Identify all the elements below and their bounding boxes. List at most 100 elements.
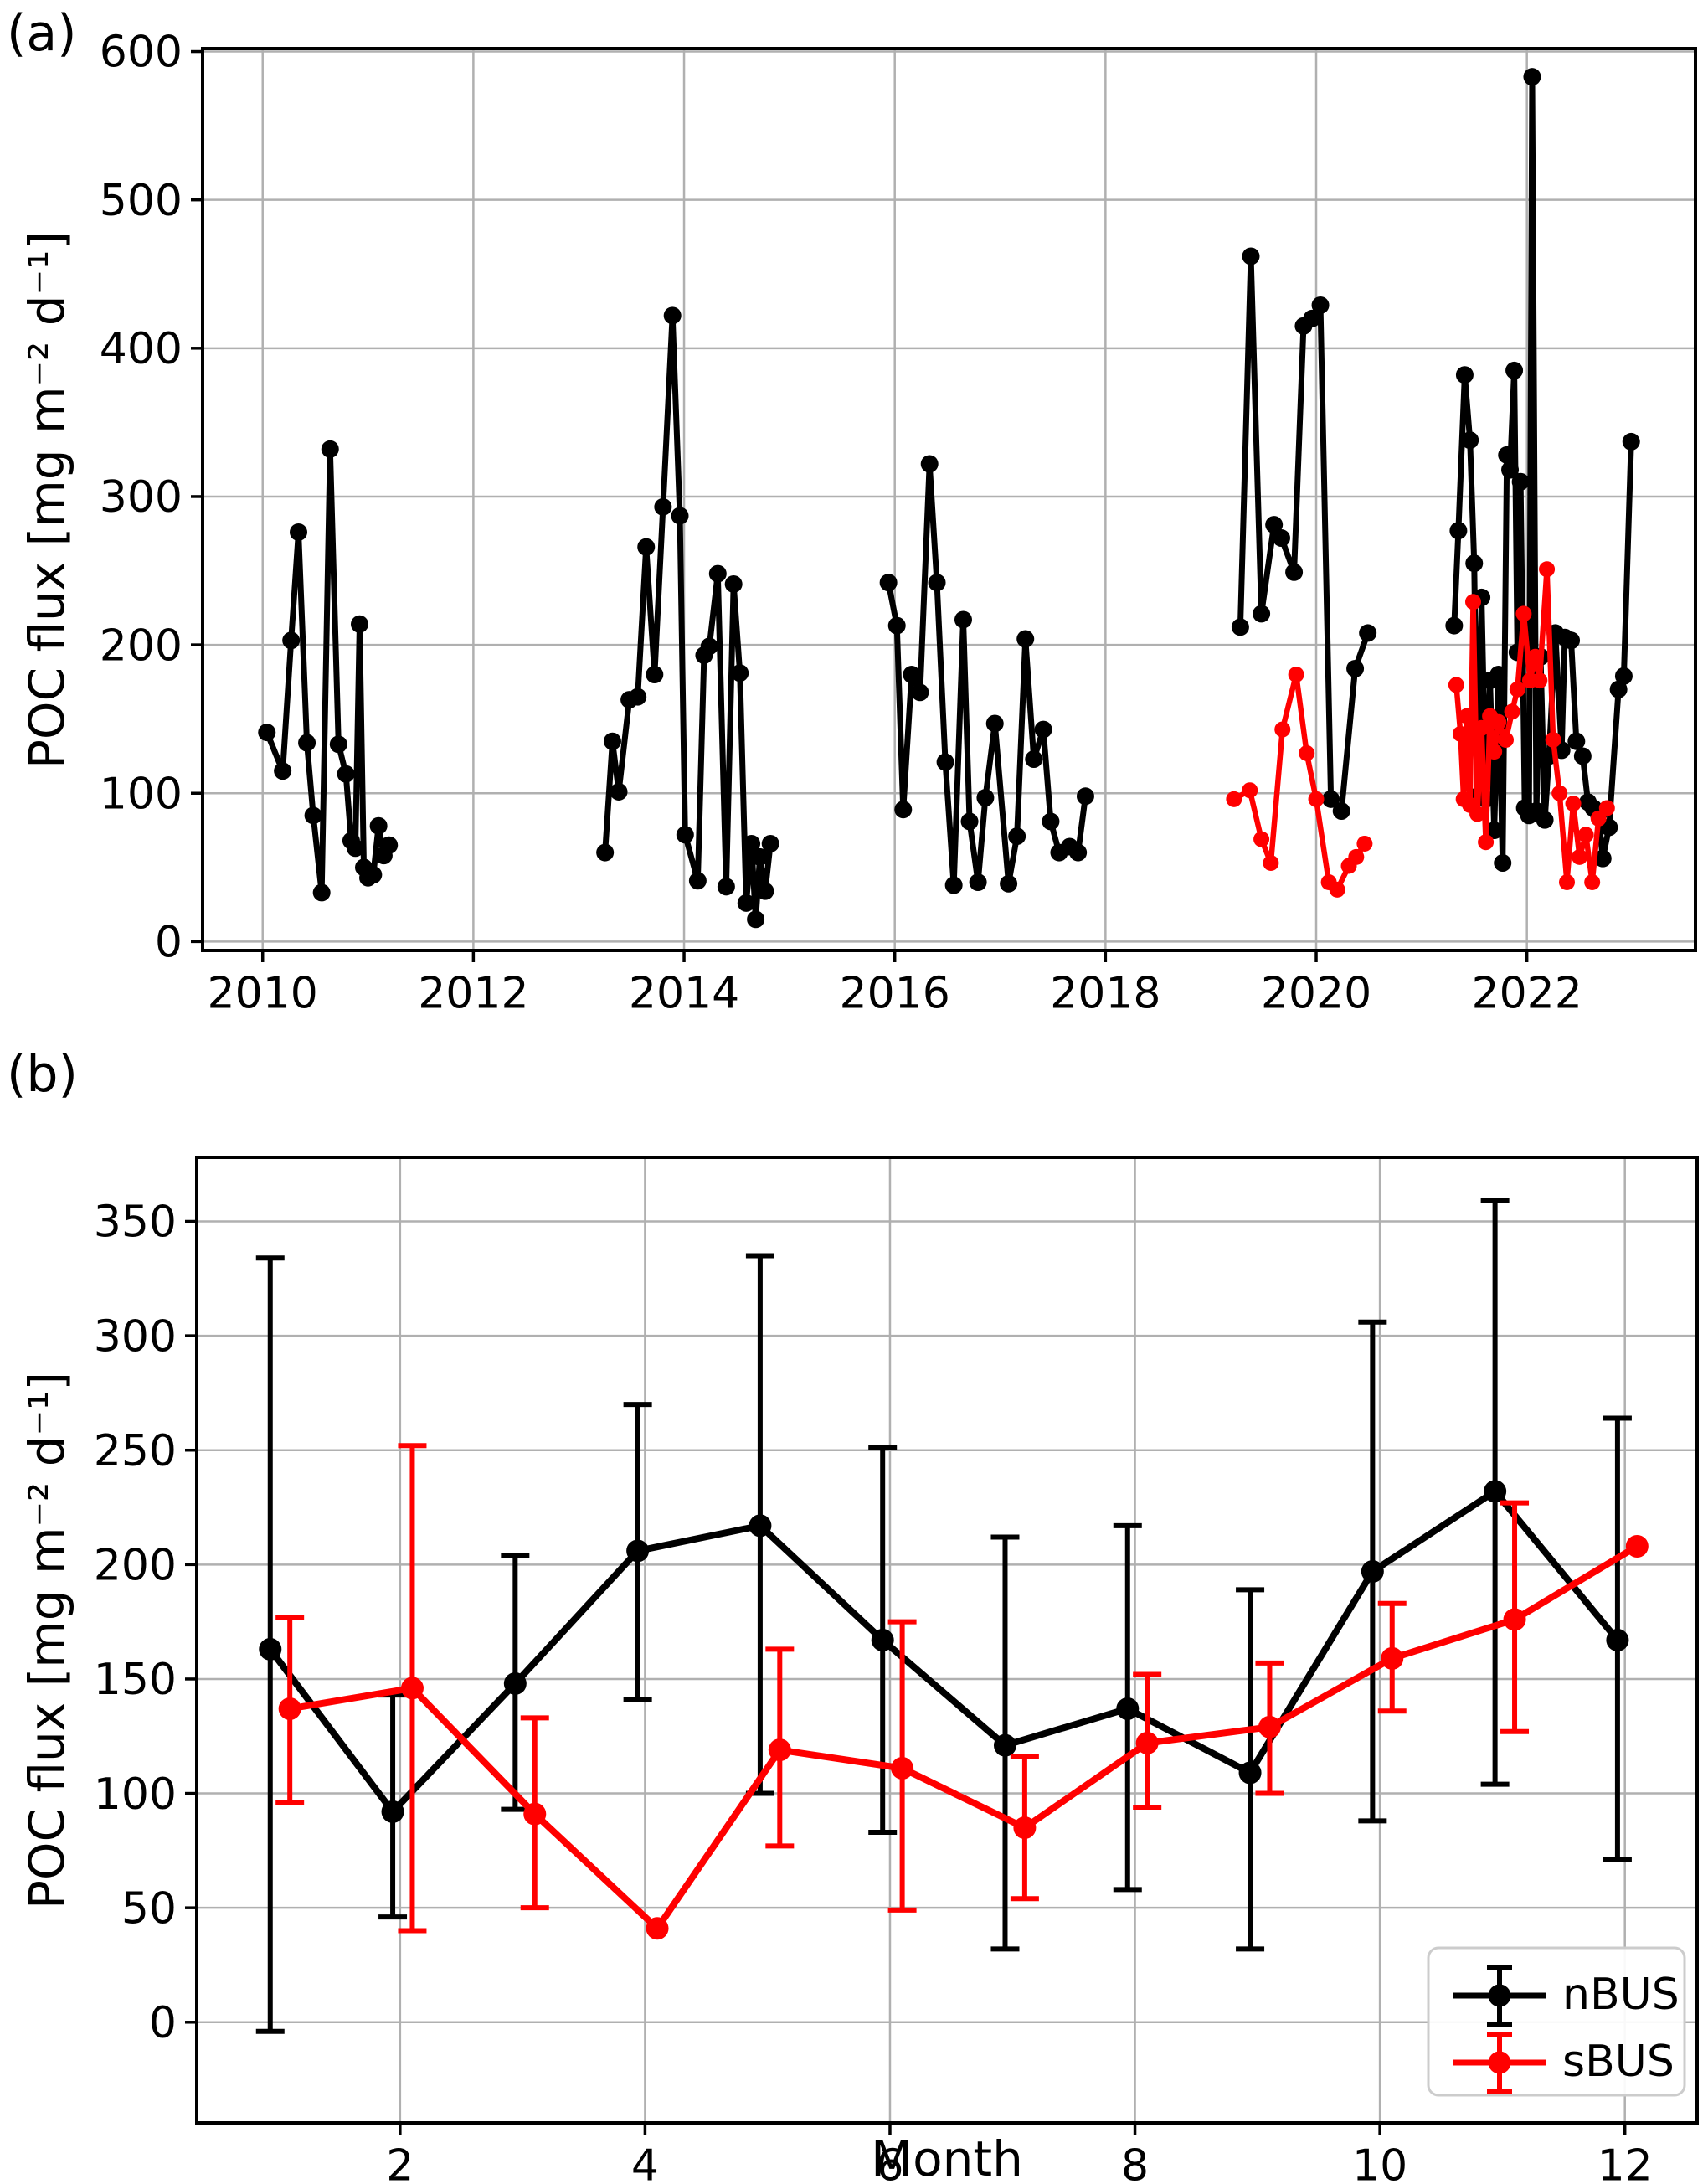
sbus-marker <box>1504 703 1520 720</box>
legend-label-sbus: sBUS <box>1562 2037 1675 2087</box>
nbus-marker <box>1016 630 1035 648</box>
nbus-marker <box>887 616 906 635</box>
nbus-marker <box>1285 563 1304 581</box>
nbus-marker <box>1265 516 1284 534</box>
nbus-marker <box>737 894 755 912</box>
sbus-marker <box>1226 791 1242 807</box>
sbus-marker <box>278 1697 301 1720</box>
nbus-marker <box>1505 361 1524 379</box>
sbus-marker <box>1448 677 1464 693</box>
nbus-marker <box>1484 1480 1507 1503</box>
nbus-marker <box>626 1539 650 1563</box>
nbus-marker <box>1034 720 1052 739</box>
tick-label: 2010 <box>208 969 318 1019</box>
nbus-marker <box>329 735 347 754</box>
legend-marker <box>1488 1984 1511 2007</box>
nbus-marker <box>1303 309 1321 327</box>
nbus-marker <box>954 610 972 629</box>
sbus-marker <box>1509 681 1525 698</box>
nbus-marker <box>1025 749 1043 768</box>
sbus-marker <box>1013 1816 1037 1840</box>
nbus-marker <box>1614 667 1633 685</box>
panel-b-xlabel: Month <box>871 2130 1023 2184</box>
nbus-marker <box>1449 522 1468 540</box>
nbus-marker <box>700 637 718 656</box>
tick-label: 0 <box>155 918 183 968</box>
nbus-marker <box>312 883 331 902</box>
legend-marker <box>1488 2051 1511 2074</box>
panel-b-ticks: 0 50 100 150 200 250 300 350 2 4 6 8 10 12 <box>94 1198 1653 2184</box>
nbus-marker <box>603 732 621 750</box>
nbus-marker <box>646 666 664 684</box>
nbus-marker <box>1573 747 1592 765</box>
nbus-marker <box>1242 247 1260 265</box>
nbus-marker <box>1567 732 1586 750</box>
tick-label: 2022 <box>1472 969 1582 1019</box>
nbus-marker <box>1461 431 1479 450</box>
tick-label: 350 <box>94 1198 177 1248</box>
panel-a-ticks: 0 100 200 300 400 500 600 2010 2012 2014 2016 2018 2… <box>100 28 1582 1019</box>
nbus-marker <box>1465 554 1484 573</box>
nbus-marker <box>282 631 301 650</box>
nbus-marker <box>321 440 339 458</box>
nbus-marker <box>1311 296 1330 314</box>
sbus-marker <box>1503 1608 1526 1631</box>
sbus-marker <box>1498 731 1515 748</box>
nbus-marker <box>743 834 761 852</box>
sbus-marker <box>1539 561 1556 578</box>
nbus-marker <box>1593 849 1612 868</box>
sbus-marker <box>1572 848 1588 865</box>
nbus-marker <box>724 574 743 593</box>
tick-label: 300 <box>100 472 183 523</box>
nbus-marker <box>717 878 735 896</box>
legend-errorbar-icon-nbus <box>1453 1965 1546 2027</box>
sbus-marker <box>1577 827 1594 843</box>
nbus-marker <box>1361 1560 1384 1584</box>
nbus-marker <box>1238 1761 1262 1785</box>
nbus-marker <box>1332 801 1350 820</box>
sbus-marker <box>1486 744 1503 760</box>
sbus-marker <box>1458 708 1475 724</box>
nbus-marker <box>993 1733 1016 1757</box>
nbus-marker <box>749 1514 772 1538</box>
sbus-marker <box>1558 874 1575 891</box>
tick-label: 2012 <box>418 969 528 1019</box>
nbus-marker <box>756 882 774 900</box>
nbus-marker <box>1511 472 1530 491</box>
sbus-marker <box>400 1677 424 1700</box>
tick-label: 500 <box>100 176 183 226</box>
sbus-marker <box>1452 725 1469 742</box>
nbus-marker <box>976 789 995 807</box>
sbus-marker <box>1242 782 1258 799</box>
tick-label: 100 <box>100 769 183 819</box>
nbus-marker <box>1346 659 1365 677</box>
panel-a-tag: (a) <box>7 4 77 63</box>
nbus-marker <box>1498 446 1516 464</box>
tick-label: 0 <box>149 1998 177 2048</box>
panel-b-tag: (b) <box>7 1045 78 1104</box>
nbus-marker <box>911 683 929 702</box>
sbus-marker <box>1584 874 1601 891</box>
nbus-marker <box>1455 366 1474 384</box>
sbus-marker <box>1348 848 1365 865</box>
tick-label: 2014 <box>629 969 739 1019</box>
nbus-marker <box>1523 68 1541 86</box>
sbus-marker <box>1527 648 1544 665</box>
tick-label: 2 <box>386 2141 414 2184</box>
nbus-marker <box>1606 1629 1629 1651</box>
tick-label: 100 <box>94 1769 177 1820</box>
sbus-marker <box>1299 744 1315 761</box>
nbus-marker <box>1231 618 1249 636</box>
panel-a-frame <box>201 47 1697 952</box>
nbus-marker <box>1000 874 1018 893</box>
sbus-marker <box>1598 800 1615 816</box>
sbus-marker <box>1515 605 1532 622</box>
nbus-marker <box>1272 529 1290 548</box>
nbus-marker <box>259 1637 282 1661</box>
nbus-marker <box>258 724 276 742</box>
sbus-marker <box>1288 667 1304 683</box>
nbus-marker <box>1076 787 1094 806</box>
sbus-marker <box>1474 719 1490 736</box>
nbus-marker <box>871 1629 894 1651</box>
